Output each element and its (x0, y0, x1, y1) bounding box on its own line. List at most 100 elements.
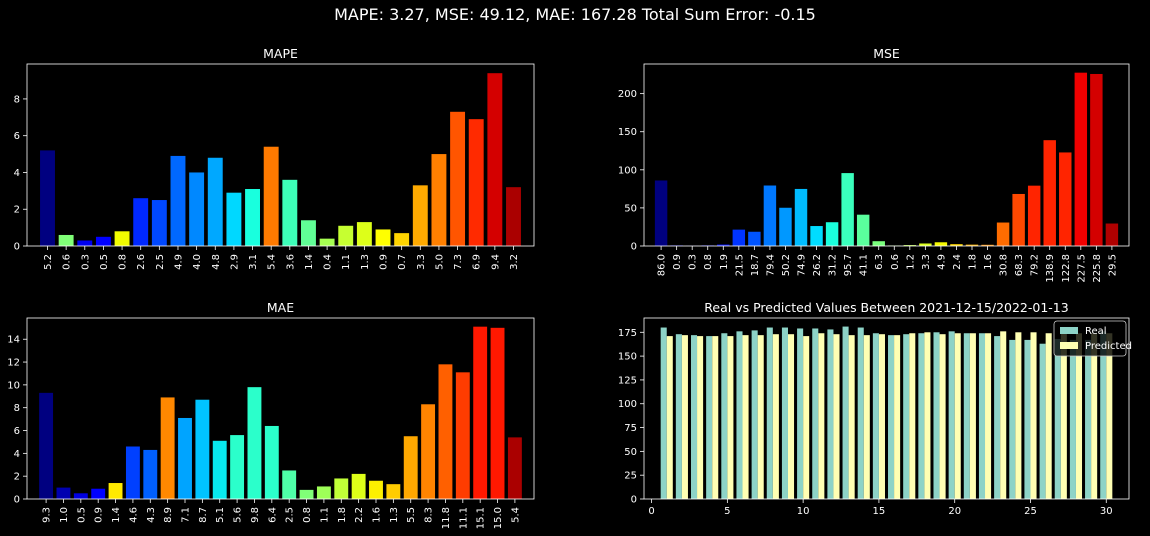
x-tick-label: 0.9 (94, 507, 105, 523)
bar-predicted (969, 333, 976, 499)
x-tick-label: 1.4 (111, 507, 122, 523)
bar-real (978, 333, 986, 499)
bar (794, 188, 808, 246)
bar (319, 238, 335, 246)
x-tick-label: 4.9 (936, 254, 947, 270)
bar (1043, 140, 1056, 246)
y-tick-label: 125 (618, 375, 637, 386)
bar-real (918, 333, 925, 499)
bar-predicted (727, 336, 734, 499)
x-tick-label: 10 (797, 506, 810, 517)
bar (507, 437, 522, 499)
y-tick-label: 4 (14, 449, 20, 460)
y-tick-label: 14 (7, 335, 20, 346)
bar (39, 392, 54, 499)
bar (810, 226, 823, 246)
bar (412, 185, 428, 246)
x-tick-label: 15.0 (493, 507, 504, 529)
bar (748, 231, 761, 246)
bar-predicted (1091, 333, 1098, 499)
x-tick-label: 68.3 (1014, 254, 1025, 276)
x-tick-label: 0.4 (323, 254, 334, 270)
bar (856, 214, 870, 246)
x-tick-label: 225.8 (1092, 254, 1103, 283)
y-tick-label: 6 (14, 131, 20, 142)
y-tick-label: 4 (14, 168, 20, 179)
bar-predicted (954, 333, 961, 499)
x-tick-label: 0.5 (76, 507, 87, 523)
x-tick-label: 7.1 (181, 507, 192, 523)
bar-real (736, 331, 743, 499)
bar-predicted (848, 335, 855, 499)
bar (351, 473, 366, 499)
x-tick-label: 5.2 (43, 254, 54, 270)
bar (490, 327, 505, 499)
x-tick-label: 1.9 (719, 254, 730, 270)
y-tick-label: 6 (14, 426, 20, 437)
y-tick-label: 0 (631, 242, 637, 253)
bar (825, 222, 839, 246)
x-tick-label: 21.5 (734, 254, 745, 276)
x-tick-label: 138.9 (1045, 254, 1056, 283)
bar-predicted (712, 336, 719, 499)
x-tick-label: 1.0 (59, 507, 70, 523)
bar (245, 189, 260, 246)
bar (58, 234, 74, 246)
chart-title: Real vs Predicted Values Between 2021-12… (704, 300, 1068, 315)
x-tick-label: 1.1 (319, 507, 330, 523)
bar-real (903, 334, 910, 499)
bar (438, 364, 453, 499)
x-tick-label: 15.1 (476, 507, 487, 529)
bar (763, 185, 777, 246)
x-tick-label: 11.8 (441, 507, 452, 529)
x-tick-label: 5.5 (406, 507, 417, 523)
bar (178, 417, 192, 499)
bar (717, 244, 730, 246)
legend-swatch (1060, 342, 1078, 349)
bar (73, 493, 88, 499)
bar (114, 231, 130, 246)
x-tick-label: 1.8 (967, 254, 978, 270)
bar-predicted (1015, 332, 1022, 499)
x-tick-label: 5.4 (510, 507, 521, 523)
bar-predicted (787, 334, 795, 499)
x-tick-label: 95.7 (843, 254, 854, 276)
bar-real (1085, 339, 1092, 499)
bar-real (933, 332, 940, 499)
y-tick-label: 12 (7, 358, 20, 369)
bar-predicted (1030, 332, 1037, 499)
bar (1012, 193, 1025, 246)
x-tick-label: 4.6 (128, 507, 139, 523)
axes-frame (643, 317, 1130, 500)
bar (386, 484, 401, 499)
bar-predicted (742, 335, 749, 499)
x-tick-label: 18.7 (750, 254, 761, 276)
bar-real (675, 334, 682, 499)
x-tick-label: 5 (724, 506, 730, 517)
x-tick-label: 7.3 (453, 254, 464, 270)
bar (919, 243, 932, 246)
x-tick-label: 3.3 (921, 254, 932, 270)
x-tick-label: 0.8 (703, 254, 714, 270)
bar (264, 425, 279, 499)
x-tick-label: 8.9 (163, 507, 174, 523)
bar-predicted (681, 335, 688, 499)
bar (934, 242, 948, 246)
bar-predicted (1000, 331, 1007, 499)
bar (282, 470, 297, 499)
charts-group: MAPE 0 2 4 6 8 5.2 0.6 0.3 0.5 0.8 2.6 2.5 4.9 4.0 4.8 2… (7, 46, 1132, 529)
bar-real (660, 327, 667, 499)
bar (506, 187, 521, 246)
bar-real (872, 333, 879, 499)
bar (394, 233, 410, 246)
x-tick-label: 20 (948, 506, 961, 517)
y-tick-label: 175 (618, 328, 637, 339)
y-tick-label: 8 (14, 94, 20, 105)
bar (160, 397, 175, 499)
axes-frame (643, 63, 1130, 247)
bar-predicted (803, 336, 810, 499)
x-tick-label: 50.2 (781, 254, 792, 276)
y-tick-label: 0 (14, 242, 20, 253)
x-tick-label: 5.4 (267, 254, 278, 270)
x-tick-label: 0.6 (62, 254, 73, 270)
